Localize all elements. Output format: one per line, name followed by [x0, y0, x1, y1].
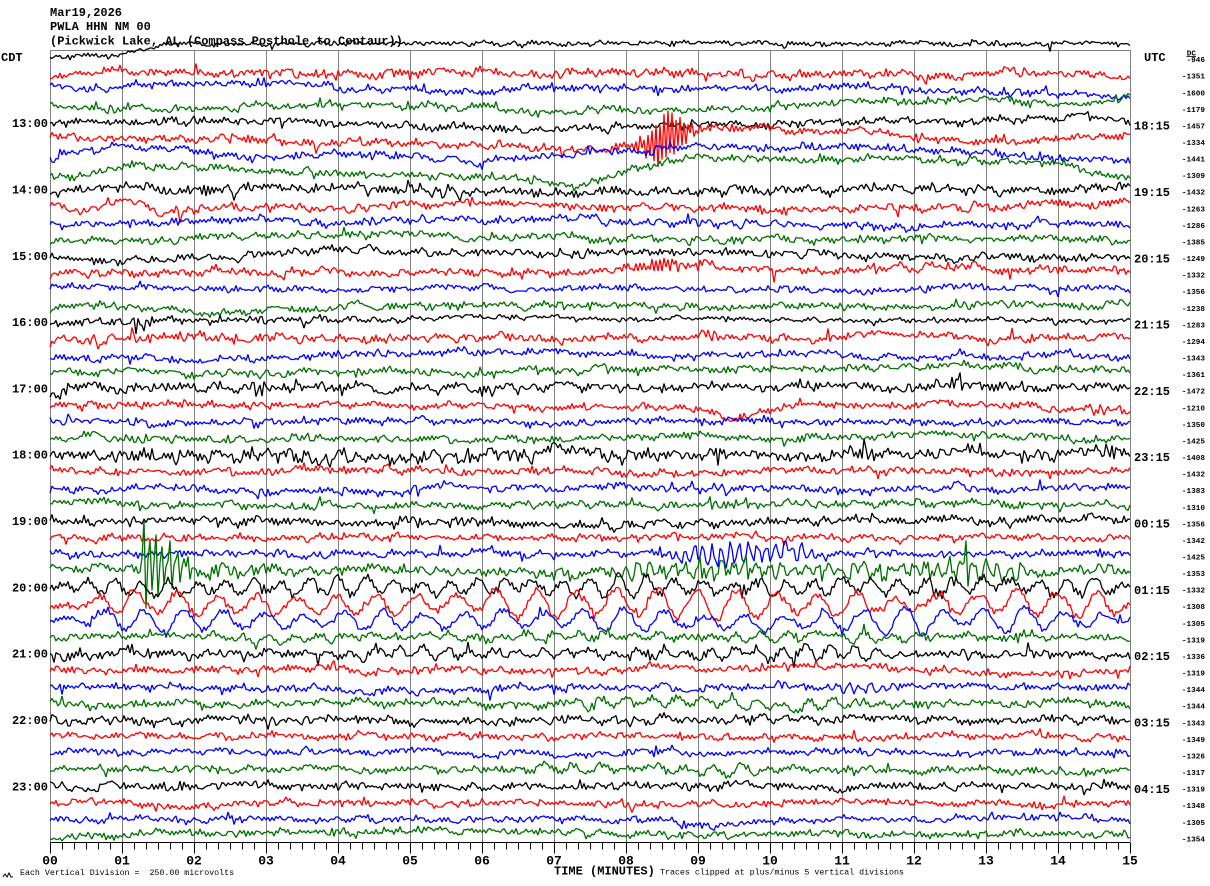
svg-text:17:00: 17:00 — [12, 382, 48, 396]
svg-text:01:15: 01:15 — [1134, 584, 1170, 598]
svg-text:21:15: 21:15 — [1134, 319, 1170, 333]
svg-text:PWLA HHN NM 00: PWLA HHN NM 00 — [50, 20, 151, 34]
svg-text:-1249: -1249 — [1182, 256, 1205, 264]
svg-text:15:00: 15:00 — [12, 250, 48, 264]
svg-text:Each Vertical Division = 250.: Each Vertical Division = 250.00 microvol… — [20, 868, 234, 878]
svg-text:22:15: 22:15 — [1134, 385, 1170, 399]
svg-text:DC: DC — [1187, 51, 1197, 59]
svg-text:08: 08 — [618, 854, 634, 869]
svg-text:04: 04 — [330, 854, 346, 869]
svg-text:-1305: -1305 — [1182, 621, 1205, 629]
svg-text:-1319: -1319 — [1182, 787, 1205, 795]
svg-text:01: 01 — [114, 854, 130, 869]
svg-text:-1336: -1336 — [1182, 654, 1205, 662]
svg-text:04:15: 04:15 — [1134, 783, 1170, 797]
svg-text:-1319: -1319 — [1182, 671, 1205, 679]
svg-text:TIME (MINUTES): TIME (MINUTES) — [554, 865, 655, 879]
svg-text:-1179: -1179 — [1182, 107, 1205, 115]
svg-text:14: 14 — [1050, 854, 1066, 869]
svg-text:-1283: -1283 — [1182, 322, 1205, 330]
svg-text:-1356: -1356 — [1182, 289, 1205, 297]
svg-text:-1354: -1354 — [1182, 836, 1205, 844]
svg-text:-1457: -1457 — [1182, 123, 1205, 131]
svg-text:UTC: UTC — [1144, 51, 1166, 65]
svg-text:19:15: 19:15 — [1134, 186, 1170, 200]
svg-text:CDT: CDT — [1, 51, 23, 65]
svg-text:16:00: 16:00 — [12, 316, 48, 330]
svg-text:00: 00 — [42, 854, 58, 869]
svg-text:05: 05 — [402, 854, 418, 869]
svg-text:-1425: -1425 — [1182, 438, 1205, 446]
svg-text:20:15: 20:15 — [1134, 252, 1170, 266]
svg-text:-1344: -1344 — [1182, 704, 1205, 712]
svg-text:-1308: -1308 — [1182, 604, 1205, 612]
svg-text:-1342: -1342 — [1182, 538, 1205, 546]
svg-text:-1356: -1356 — [1182, 521, 1205, 529]
svg-text:-1210: -1210 — [1182, 405, 1205, 413]
svg-text:21:00: 21:00 — [12, 648, 48, 662]
svg-text:18:15: 18:15 — [1134, 120, 1170, 134]
svg-text:18:00: 18:00 — [12, 449, 48, 463]
svg-text:23:15: 23:15 — [1134, 451, 1170, 465]
svg-text:-1350: -1350 — [1182, 422, 1205, 430]
svg-text:12: 12 — [906, 854, 922, 869]
svg-text:15: 15 — [1122, 854, 1138, 869]
svg-text:06: 06 — [474, 854, 490, 869]
svg-text:-1383: -1383 — [1182, 488, 1205, 496]
svg-text:-1472: -1472 — [1182, 389, 1205, 397]
svg-text:02: 02 — [186, 854, 202, 869]
svg-text:23:00: 23:00 — [12, 780, 48, 794]
svg-text:03: 03 — [258, 854, 274, 869]
svg-text:14:00: 14:00 — [12, 183, 48, 197]
svg-text:-1334: -1334 — [1182, 140, 1205, 148]
svg-text:-1309: -1309 — [1182, 173, 1205, 181]
svg-text:-1332: -1332 — [1182, 588, 1205, 596]
svg-text:13: 13 — [978, 854, 994, 869]
svg-text:Mar19,2026: Mar19,2026 — [50, 6, 122, 20]
svg-text:-1286: -1286 — [1182, 223, 1205, 231]
svg-text:Traces clipped at plus/minus 5: Traces clipped at plus/minus 5 vertical … — [660, 868, 904, 878]
svg-text:-1361: -1361 — [1182, 372, 1205, 380]
svg-text:-1343: -1343 — [1182, 720, 1205, 728]
svg-text:-1600: -1600 — [1182, 90, 1205, 98]
svg-text:-1432: -1432 — [1182, 472, 1205, 480]
svg-text:-1305: -1305 — [1182, 820, 1205, 828]
svg-text:22:00: 22:00 — [12, 714, 48, 728]
svg-text:-1351: -1351 — [1182, 74, 1205, 82]
svg-text:-1310: -1310 — [1182, 505, 1205, 513]
svg-text:-1353: -1353 — [1182, 571, 1205, 579]
svg-text:07: 07 — [546, 854, 562, 869]
svg-text:20:00: 20:00 — [12, 581, 48, 595]
svg-text:(Pickwick Lake, AL (Compass Po: (Pickwick Lake, AL (Compass Posthole to … — [50, 35, 403, 49]
svg-text:-1425: -1425 — [1182, 555, 1205, 563]
svg-text:-1385: -1385 — [1182, 240, 1205, 248]
svg-text:11: 11 — [834, 854, 850, 869]
svg-text:-1349: -1349 — [1182, 737, 1205, 745]
svg-text:-1319: -1319 — [1182, 637, 1205, 645]
svg-text:-1332: -1332 — [1182, 273, 1205, 281]
svg-text:-946: -946 — [1187, 57, 1206, 65]
svg-text:09: 09 — [690, 854, 706, 869]
svg-text:13:00: 13:00 — [12, 117, 48, 131]
svg-text:-1348: -1348 — [1182, 803, 1205, 811]
svg-text:-1441: -1441 — [1182, 157, 1205, 165]
svg-text:19:00: 19:00 — [12, 515, 48, 529]
svg-text:02:15: 02:15 — [1134, 650, 1170, 664]
svg-text:00:15: 00:15 — [1134, 518, 1170, 532]
svg-text:-1238: -1238 — [1182, 306, 1205, 314]
svg-text:-1408: -1408 — [1182, 455, 1205, 463]
svg-text:-1317: -1317 — [1182, 770, 1205, 778]
svg-text:-1344: -1344 — [1182, 687, 1205, 695]
svg-text:-1432: -1432 — [1182, 190, 1205, 198]
svg-text:-1294: -1294 — [1182, 339, 1205, 347]
svg-text:-1263: -1263 — [1182, 206, 1205, 214]
svg-text:10: 10 — [762, 854, 778, 869]
svg-text:-1326: -1326 — [1182, 754, 1205, 762]
svg-text:-1343: -1343 — [1182, 356, 1205, 364]
svg-text:03:15: 03:15 — [1134, 717, 1170, 731]
